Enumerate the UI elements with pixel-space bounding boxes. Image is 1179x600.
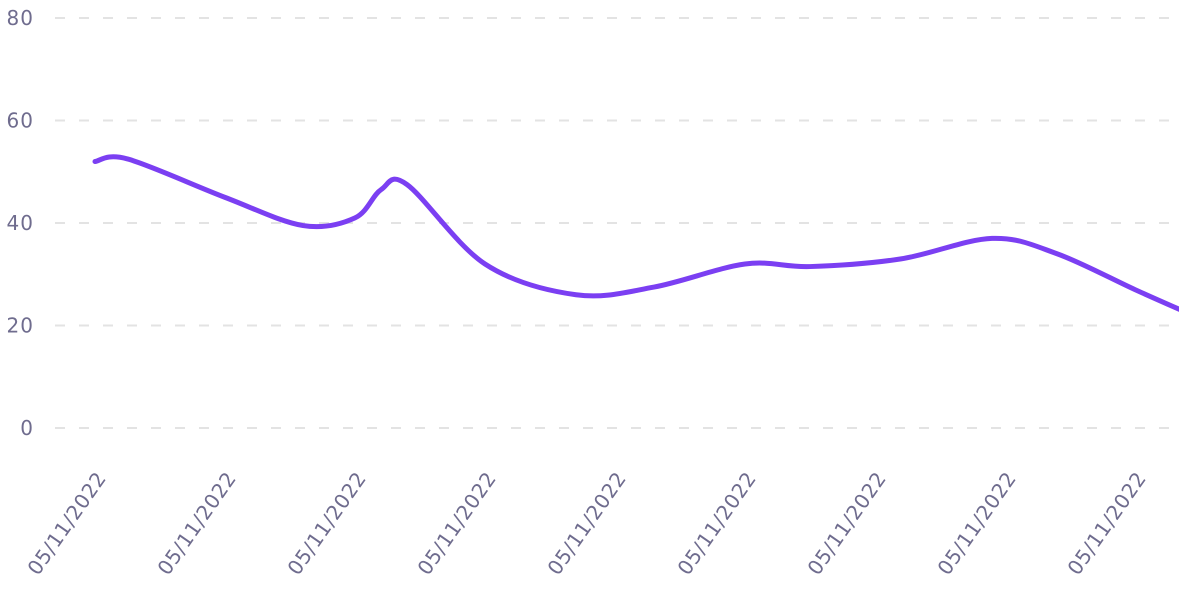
- x-tick-label: 05/11/2022: [1062, 467, 1151, 579]
- data-point[interactable]: [89, 156, 101, 168]
- x-tick-label: 05/11/2022: [22, 467, 111, 579]
- data-point[interactable]: [479, 258, 491, 270]
- x-tick-label: 05/11/2022: [672, 467, 761, 579]
- x-tick-label: 05/11/2022: [802, 467, 891, 579]
- y-tick-label: 40: [7, 211, 34, 235]
- data-point[interactable]: [219, 191, 231, 203]
- data-point[interactable]: [609, 286, 621, 298]
- y-tick-label: 60: [7, 109, 34, 133]
- x-tick-label: 05/11/2022: [412, 467, 501, 579]
- data-point[interactable]: [1129, 307, 1141, 319]
- x-tick-label: 05/11/2022: [542, 467, 631, 579]
- x-tick-label: 05/11/2022: [282, 467, 371, 579]
- x-tick-label: 05/11/2022: [932, 467, 1021, 579]
- x-tick-label: 05/11/2022: [152, 467, 241, 579]
- y-tick-label: 0: [20, 416, 34, 440]
- data-point[interactable]: [999, 232, 1011, 244]
- y-tick-label: 80: [7, 6, 34, 30]
- y-tick-label: 20: [7, 314, 34, 338]
- data-point[interactable]: [739, 258, 751, 270]
- data-point[interactable]: [349, 212, 361, 224]
- series-line: [92, 154, 1179, 312]
- data-point[interactable]: [869, 253, 881, 265]
